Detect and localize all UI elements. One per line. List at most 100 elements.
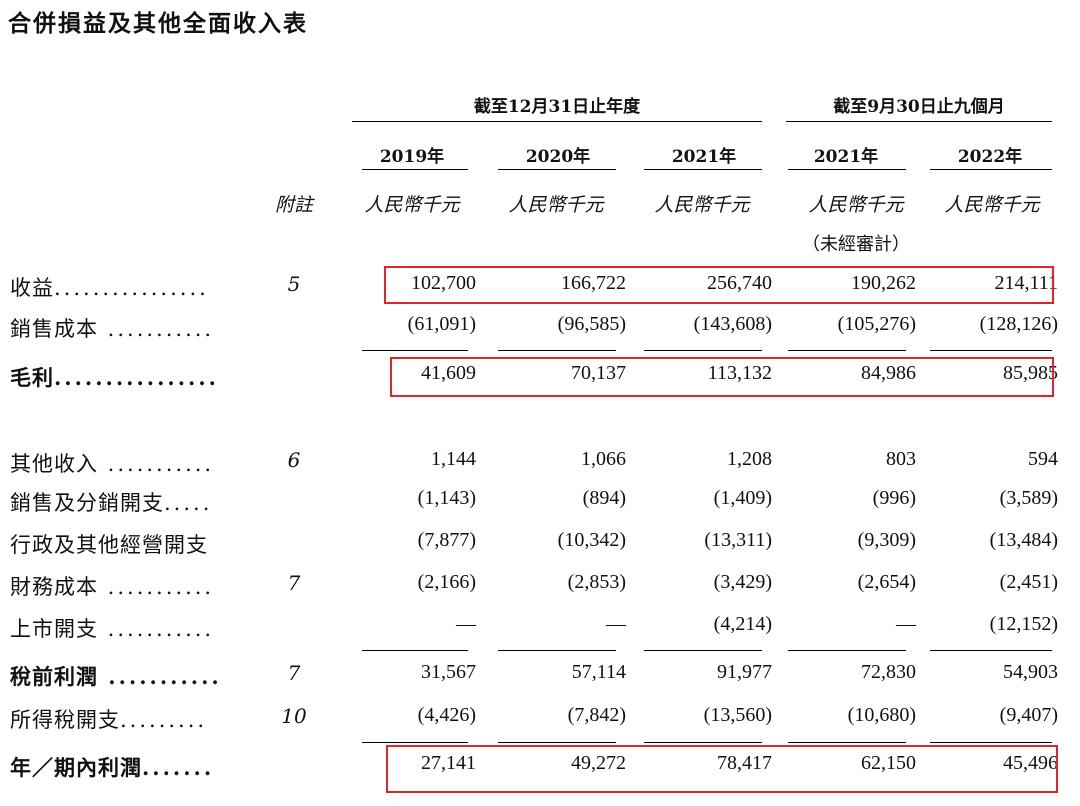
period-underline (786, 121, 1052, 122)
cell-value: (3,429) (713, 571, 772, 593)
cell-value: (4,426) (417, 704, 476, 726)
unit-label: 人民幣千元 (944, 194, 1040, 216)
row-label: 毛利................ (10, 365, 219, 390)
sum-rule (788, 350, 906, 351)
cell-value: 214,111 (994, 272, 1058, 294)
year-header: 2019年 (379, 147, 445, 167)
cell-value: 72,830 (861, 661, 916, 683)
row-label: 財務成本 ........... (10, 575, 215, 599)
table-row-other-income: 其他收入 ........... 6 1,144 1,066 1,208 803… (0, 448, 1080, 484)
cell-value: (9,407) (999, 704, 1058, 726)
row-label: 銷售成本 ........... (10, 317, 215, 341)
sum-rule (498, 350, 616, 351)
unit-label: 人民幣千元 (654, 194, 750, 216)
cell-value: 1,208 (727, 448, 772, 470)
cell-value: 803 (886, 448, 916, 470)
note-column-header: 附註 (274, 194, 313, 216)
row-note: 10 (281, 704, 307, 728)
cell-value: (12,152) (989, 613, 1058, 635)
cell-value: 41,609 (421, 362, 476, 384)
cell-value: (2,166) (417, 571, 476, 593)
highlight-box-gross-profit (390, 357, 1054, 397)
sum-rule (930, 742, 1052, 743)
table-row-income-tax: 所得稅開支......... 10 (4,426) (7,842) (13,56… (0, 704, 1080, 740)
cell-value: (1,409) (713, 487, 772, 509)
cell-value: 45,496 (1003, 752, 1058, 774)
cell-value: (96,585) (557, 313, 626, 335)
cell-value: (894) (582, 487, 626, 509)
row-label: 行政及其他經營開支 (10, 533, 208, 557)
cell-value: 70,137 (571, 362, 626, 384)
cell-value: (7,877) (417, 529, 476, 551)
table-row-profit-for-period: 年／期內利潤....... 27,141 49,272 78,417 62,15… (0, 752, 1080, 788)
cell-value: 91,977 (717, 661, 772, 683)
cell-value: 85,985 (1003, 362, 1058, 384)
sum-rule (362, 742, 468, 743)
page-title: 合併損益及其他全面收入表 (8, 10, 308, 37)
cell-value: (128,126) (979, 313, 1058, 335)
cell-value: 1,066 (581, 448, 626, 470)
year-header: 2021年 (671, 147, 737, 167)
unit-label: 人民幣千元 (364, 194, 460, 216)
sum-rule (788, 742, 906, 743)
year-underline (498, 169, 616, 170)
cell-value: 62,150 (861, 752, 916, 774)
year-underline (788, 169, 906, 170)
period-header-nine-months: 截至9月30日止九個月 (833, 97, 1005, 117)
cell-value: (2,451) (999, 571, 1058, 593)
table-row-listing-expenses: 上市開支 ........... — — (4,214) — (12,152) (0, 613, 1080, 649)
highlight-box-revenue (384, 266, 1054, 304)
cell-value: 594 (1028, 448, 1058, 470)
highlight-box-net-profit (386, 745, 1058, 793)
cell-value: 84,986 (861, 362, 916, 384)
cell-value: (2,654) (857, 571, 916, 593)
cell-value: (1,143) (417, 487, 476, 509)
row-label: 銷售及分銷開支..... (10, 491, 213, 515)
table-row-finance-costs: 財務成本 ........... 7 (2,166) (2,853) (3,42… (0, 571, 1080, 607)
year-header: 2022年 (957, 147, 1023, 167)
row-label: 稅前利潤 ........... (10, 664, 222, 689)
sum-rule (362, 350, 468, 351)
row-label: 所得稅開支......... (10, 708, 208, 732)
cell-value: (2,853) (567, 571, 626, 593)
cell-value: (3,589) (999, 487, 1058, 509)
unit-label: 人民幣千元 (508, 194, 604, 216)
sum-rule (498, 742, 616, 743)
unit-label: 人民幣千元 (808, 194, 904, 216)
cell-value: 27,141 (421, 752, 476, 774)
table-row-profit-before-tax: 稅前利潤 ........... 7 31,567 57,114 91,977 … (0, 661, 1080, 697)
cell-value: 57,114 (571, 661, 626, 683)
table-row-selling-expenses: 銷售及分銷開支..... (1,143) (894) (1,409) (996)… (0, 487, 1080, 523)
cell-value: (13,560) (703, 704, 772, 726)
cell-value: (143,608) (693, 313, 772, 335)
cell-value: (61,091) (407, 313, 476, 335)
cell-value: 54,903 (1003, 661, 1058, 683)
cell-value: (7,842) (567, 704, 626, 726)
row-label: 其他收入 ........... (10, 452, 215, 476)
cell-value: (10,342) (557, 529, 626, 551)
cell-value: (13,311) (704, 529, 772, 551)
cell-value: (10,680) (847, 704, 916, 726)
cell-value: 1,144 (431, 448, 476, 470)
cell-value: — (606, 613, 626, 635)
cell-value: 49,272 (571, 752, 626, 774)
period-underline (352, 121, 762, 122)
sum-rule (362, 650, 468, 651)
cell-value: 113,132 (707, 362, 772, 384)
row-note: 7 (287, 571, 301, 595)
period-header-fiscal-year: 截至12月31日止年度 (473, 97, 641, 117)
cell-value: — (456, 613, 476, 635)
sum-rule (930, 350, 1052, 351)
table-row-cost-of-sales: 銷售成本 ........... (61,091) (96,585) (143,… (0, 313, 1080, 349)
sum-rule (498, 650, 616, 651)
cell-value: — (896, 613, 916, 635)
row-label: 年／期內利潤....... (10, 755, 215, 780)
cell-value: (9,309) (857, 529, 916, 551)
cell-value: 78,417 (717, 752, 772, 774)
row-label: 上市開支 ........... (10, 617, 215, 641)
year-header: 2021年 (813, 147, 879, 167)
cell-value: 102,700 (411, 272, 476, 294)
year-underline (644, 169, 762, 170)
table-row-gross-profit: 毛利................ 41,609 70,137 113,132… (0, 362, 1080, 398)
sum-rule (930, 650, 1052, 651)
